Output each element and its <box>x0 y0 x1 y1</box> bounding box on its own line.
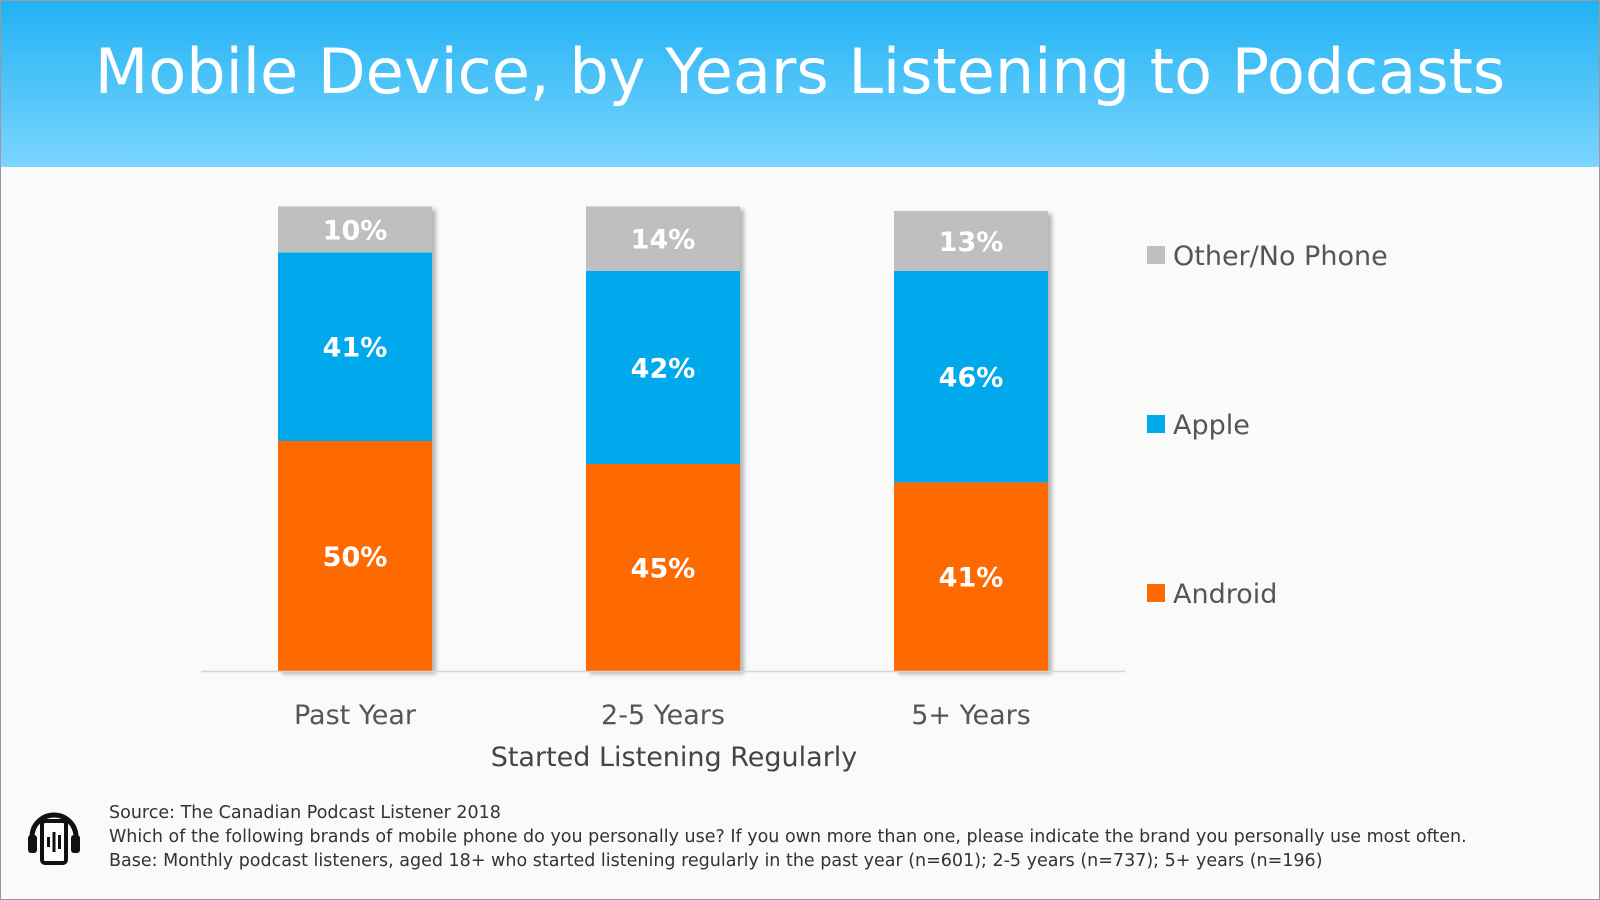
bar-apple-2 <box>586 270 740 464</box>
legend-swatch-android <box>1147 584 1165 602</box>
x-axis-title: Started Listening Regularly <box>491 742 858 773</box>
bar-android-1 <box>278 441 432 671</box>
legend-label-other-no-phone: Other/No Phone <box>1173 241 1388 272</box>
x-tick-label: Past Year <box>294 700 417 731</box>
data-label-apple-1: 41% <box>323 333 388 364</box>
data-label-android-2: 45% <box>631 554 696 585</box>
legend-label-android: Android <box>1173 579 1277 610</box>
data-label-other-no-phone-3: 13% <box>939 227 1004 258</box>
data-label-android-3: 41% <box>939 563 1004 594</box>
legend-swatch-other-no-phone <box>1147 246 1165 264</box>
bar-apple-1 <box>278 252 432 441</box>
bar-other-no-phone-1 <box>278 206 432 253</box>
question-note: Which of the following brands of mobile … <box>109 827 1467 847</box>
bar-android-2 <box>586 464 740 671</box>
source-note: Source: The Canadian Podcast Listener 20… <box>109 803 501 823</box>
title-banner: Mobile Device, by Years Listening to Pod… <box>1 1 1599 167</box>
x-tick-label: 5+ Years <box>911 700 1031 731</box>
bar-android-3 <box>894 482 1048 671</box>
data-label-other-no-phone-1: 10% <box>323 215 388 246</box>
data-label-android-1: 50% <box>323 542 388 573</box>
bar-other-no-phone-3 <box>894 211 1048 271</box>
legend-label-apple: Apple <box>1173 410 1250 441</box>
legend-swatch-apple <box>1147 415 1165 433</box>
stacked-bar-chart: 50% 41% 10% Past Year 45% 42% 14% 2-5 Years 41% 4… <box>201 206 1388 773</box>
bar-apple-3 <box>894 270 1048 483</box>
chart-title: Mobile Device, by Years Listening to Pod… <box>94 35 1506 108</box>
base-note: Base: Monthly podcast listeners, aged 18… <box>109 851 1323 871</box>
data-label-other-no-phone-2: 14% <box>631 225 696 256</box>
podcast-phone-headphones-icon <box>28 812 80 865</box>
data-label-apple-2: 42% <box>631 353 696 384</box>
footer-notes: Source: The Canadian Podcast Listener 20… <box>109 801 1589 873</box>
bar-other-no-phone-2 <box>586 206 740 271</box>
data-label-apple-3: 46% <box>939 363 1004 394</box>
x-tick-label: 2-5 Years <box>601 700 725 731</box>
